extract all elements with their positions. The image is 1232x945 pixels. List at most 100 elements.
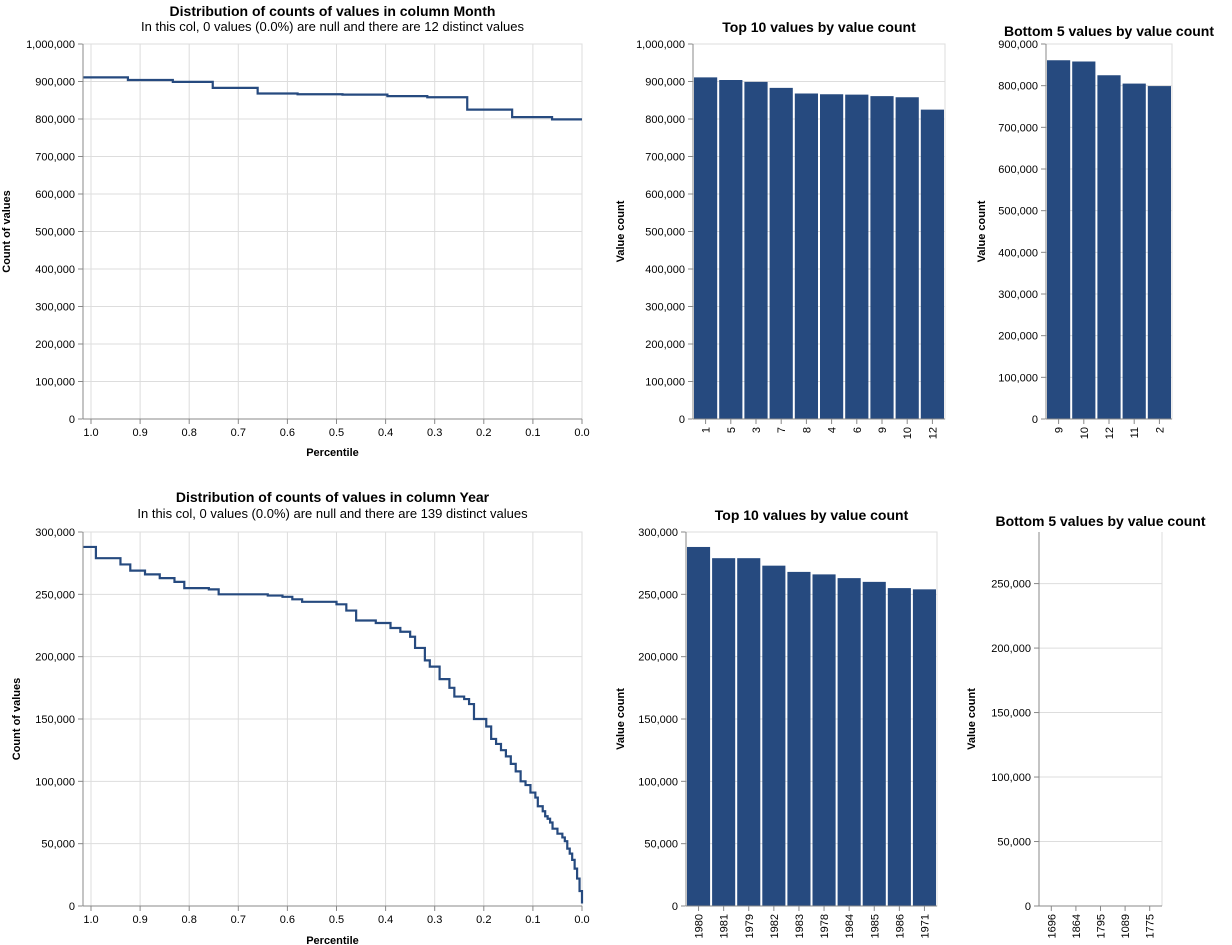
y-tick-label: 400,000: [35, 264, 75, 276]
chart-title: Distribution of counts of values in colu…: [176, 489, 490, 505]
x-tick-label: 0.2: [476, 914, 491, 926]
x-tick-label: 1: [701, 427, 713, 433]
chart-subtitle: In this col, 0 values (0.0%) are null an…: [141, 19, 524, 34]
y-tick-label: 800,000: [645, 114, 685, 126]
x-tick-label: 0.1: [525, 914, 540, 926]
x-tick-label: 0.2: [476, 427, 491, 439]
x-axis-label: Percentile: [306, 935, 359, 945]
x-tick-label: 10: [902, 427, 914, 439]
x-tick-label: 0.3: [427, 914, 442, 926]
y-tick-label: 250,000: [638, 589, 678, 601]
y-axis-label: Value count: [615, 688, 627, 750]
x-tick-label: 0.5: [329, 427, 344, 439]
chart-subtitle: In this col, 0 values (0.0%) are null an…: [137, 506, 528, 521]
bar: [737, 558, 761, 906]
x-tick-label: 12: [927, 427, 939, 439]
y-tick-label: 900,000: [35, 77, 75, 89]
y-tick-label: 50,000: [644, 839, 678, 851]
y-tick-label: 100,000: [645, 377, 685, 389]
y-tick-label: 250,000: [35, 589, 75, 601]
x-tick-label: 6: [852, 427, 864, 433]
y-tick-label: 50,000: [41, 839, 75, 851]
y-tick-label: 200,000: [645, 339, 685, 351]
bar: [1147, 86, 1171, 419]
bar: [837, 578, 861, 906]
x-tick-label: 0.7: [231, 914, 246, 926]
x-tick-label: 0.4: [378, 914, 393, 926]
bar: [694, 77, 718, 419]
bar: [887, 588, 911, 906]
x-tick-label: 1.0: [83, 427, 98, 439]
year-dist-chart: Distribution of counts of values in colu…: [11, 489, 590, 945]
y-tick-label: 600,000: [645, 189, 685, 201]
x-tick-label: 1983: [794, 914, 806, 938]
x-tick-label: 0.9: [132, 427, 147, 439]
x-tick-label: 0.5: [329, 914, 344, 926]
x-tick-label: 1981: [719, 914, 731, 938]
y-tick-label: 300,000: [35, 302, 75, 314]
x-tick-label: 1696: [1046, 914, 1058, 938]
year-top-chart: Top 10 values by value count 0 50,000 100,0…: [615, 507, 938, 938]
x-tick-label: 1986: [894, 914, 906, 938]
y-tick-label: 100,000: [998, 372, 1038, 384]
y-axis-label: Value count: [976, 200, 988, 262]
x-tick-label: 1984: [844, 914, 856, 938]
x-tick-label: 0.0: [574, 427, 589, 439]
x-tick-label: 1979: [744, 914, 756, 938]
y-tick-label: 200,000: [35, 652, 75, 664]
bar: [1122, 83, 1146, 419]
x-tick-label: 1.0: [83, 914, 98, 926]
y-tick-label: 800,000: [35, 114, 75, 126]
bar: [719, 80, 743, 419]
y-tick-label: 200,000: [35, 339, 75, 351]
x-tick-label: 1985: [869, 914, 881, 938]
x-tick-label: 0.8: [182, 914, 197, 926]
month-dist-chart: Distribution of counts of values in colu…: [1, 3, 590, 459]
y-tick-label: 600,000: [35, 189, 75, 201]
x-tick-label: 10: [1079, 427, 1091, 439]
x-tick-label: 0.6: [280, 914, 295, 926]
y-tick-label: 700,000: [35, 152, 75, 164]
y-tick-label: 400,000: [998, 247, 1038, 259]
y-tick-label: 200,000: [998, 331, 1038, 343]
y-tick-label: 900,000: [645, 77, 685, 89]
y-tick-label: 0: [679, 414, 685, 426]
y-tick-label: 150,000: [638, 714, 678, 726]
y-tick-label: 100,000: [991, 772, 1031, 784]
y-tick-label: 150,000: [35, 714, 75, 726]
y-axis-label: Count of values: [11, 678, 23, 761]
x-tick-label: 1982: [769, 914, 781, 938]
x-tick-label: 12: [1104, 427, 1116, 439]
x-tick-label: 8: [801, 427, 813, 433]
y-tick-label: 700,000: [998, 122, 1038, 134]
chart-title: Bottom 5 values by value count: [1004, 23, 1214, 39]
bar: [794, 93, 818, 419]
distribution-line: [83, 545, 584, 904]
y-tick-label: 200,000: [638, 652, 678, 664]
y-tick-label: 600,000: [998, 164, 1038, 176]
bar: [912, 589, 936, 906]
chart-title: Top 10 values by value count: [715, 507, 909, 523]
y-tick-label: 200,000: [991, 643, 1031, 655]
y-tick-label: 0: [69, 414, 75, 426]
y-tick-label: 300,000: [638, 527, 678, 539]
bar: [1047, 60, 1071, 419]
bar: [787, 571, 811, 906]
bar: [862, 581, 886, 906]
y-tick-label: 1,000,000: [26, 39, 75, 51]
bar: [712, 558, 736, 906]
x-tick-label: 0.9: [132, 914, 147, 926]
x-tick-label: 1795: [1096, 914, 1108, 938]
x-tick-label: 11: [1129, 427, 1141, 438]
bar: [920, 109, 944, 419]
chart-title: Bottom 5 values by value count: [995, 513, 1205, 529]
x-tick-label: 1971: [919, 914, 931, 938]
y-tick-label: 100,000: [638, 776, 678, 788]
bar: [744, 81, 768, 419]
bar: [845, 94, 869, 419]
bar: [687, 546, 711, 906]
x-tick-label: 3: [751, 427, 763, 433]
y-tick-label: 1,000,000: [636, 39, 685, 51]
bar: [762, 565, 786, 906]
